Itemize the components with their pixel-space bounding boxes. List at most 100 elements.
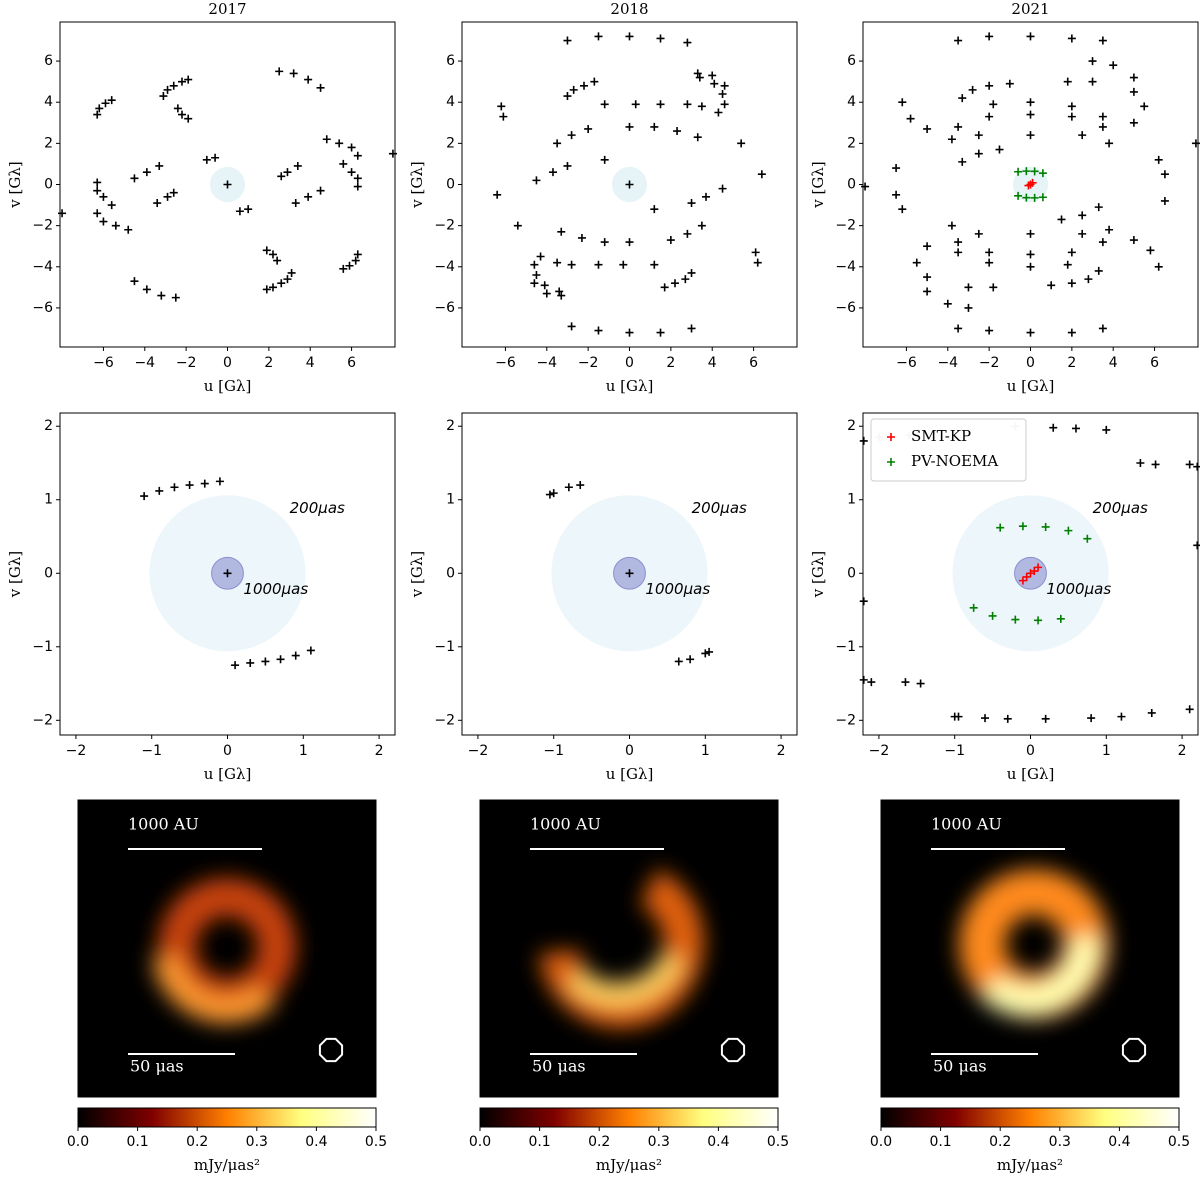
y-tick-label: 2 xyxy=(44,418,53,434)
uv-point xyxy=(1067,248,1076,257)
uv-point xyxy=(757,170,766,179)
uv-point xyxy=(1140,102,1149,111)
uv-point xyxy=(493,190,502,199)
uv-point xyxy=(892,164,901,173)
colorbar-tick-label: 0.1 xyxy=(929,1134,951,1150)
colorbar-tick-label: 0.2 xyxy=(588,1134,610,1150)
uv-point xyxy=(316,186,325,195)
scale-label: 1000 AU xyxy=(530,815,601,834)
uv-point xyxy=(545,490,554,499)
uv-point xyxy=(277,279,286,288)
uv-point xyxy=(1067,34,1076,43)
uv-point xyxy=(142,168,151,177)
uv-point xyxy=(683,38,692,47)
uv-point xyxy=(304,192,313,201)
y-axis-label: v [Gλ] xyxy=(408,161,426,208)
uv-point xyxy=(577,233,586,242)
uv-point xyxy=(898,98,907,107)
uv-point xyxy=(1038,169,1047,178)
uv-point xyxy=(625,32,634,41)
uv-point xyxy=(1067,112,1076,121)
uv-point xyxy=(1154,262,1163,271)
uv-point xyxy=(989,100,998,109)
uv-point xyxy=(262,285,271,294)
uv-point xyxy=(660,283,669,292)
uv-point xyxy=(107,201,116,210)
uv-point xyxy=(753,258,762,267)
uv-point xyxy=(1026,180,1035,189)
y-tick-label: 4 xyxy=(847,94,856,110)
uv-point xyxy=(58,209,67,218)
uv-point xyxy=(981,714,990,723)
x-tick-label: 0 xyxy=(223,743,232,759)
colorbar xyxy=(880,1107,1180,1128)
uv-point xyxy=(549,489,558,498)
uv-point xyxy=(347,143,356,152)
uv-point xyxy=(1067,328,1076,337)
uv-point xyxy=(1018,522,1027,531)
colorbar-tick-label: 0.0 xyxy=(870,1134,892,1150)
uv-point xyxy=(985,112,994,121)
uv-point xyxy=(631,100,640,109)
uv-point xyxy=(594,326,603,335)
uv-point xyxy=(215,477,224,486)
uv-point xyxy=(223,569,232,578)
uv-point xyxy=(99,192,108,201)
x-tick-label: 0 xyxy=(625,355,634,371)
colorbar-tick-label: 0.2 xyxy=(989,1134,1011,1150)
uv-point xyxy=(681,275,690,284)
uv-point xyxy=(859,597,868,606)
x-tick-label: 1 xyxy=(1102,743,1111,759)
y-tick-label: 1 xyxy=(44,492,53,508)
x-tick-label: 0 xyxy=(625,743,634,759)
uv-point xyxy=(1063,77,1072,86)
ring xyxy=(158,878,296,1016)
x-tick-label: 1 xyxy=(701,743,710,759)
uv-point xyxy=(1026,250,1035,259)
uv-point xyxy=(339,264,348,273)
uv-point xyxy=(1088,57,1097,66)
x-tick-label: −2 xyxy=(979,355,1000,371)
uv-point xyxy=(947,135,956,144)
uv-point xyxy=(93,110,102,119)
uv-point xyxy=(1083,534,1092,543)
chart-title: 2017 xyxy=(208,0,246,18)
uv-point xyxy=(532,271,541,280)
uv-point xyxy=(751,248,760,257)
uv-point xyxy=(701,649,710,658)
legend-marker xyxy=(887,433,895,441)
colorbar-tick-label: 0.4 xyxy=(707,1134,729,1150)
uv-point xyxy=(530,260,539,269)
uv-point xyxy=(306,646,315,655)
uv-point xyxy=(163,192,172,201)
uv-point xyxy=(536,252,545,261)
y-tick-label: −4 xyxy=(835,259,856,275)
uv-point xyxy=(1078,211,1087,220)
colorbar-label: mJy/μas² xyxy=(596,1156,662,1174)
uv-point xyxy=(93,186,102,195)
uv-point xyxy=(178,110,187,119)
y-tick-label: 2 xyxy=(446,135,455,151)
x-tick-label: −4 xyxy=(536,355,557,371)
uv-point xyxy=(553,258,562,267)
uv-point xyxy=(1191,139,1200,148)
uv-point xyxy=(1078,229,1087,238)
y-tick-label: −2 xyxy=(835,712,856,728)
uv-point xyxy=(322,135,331,144)
x-tick-label: −4 xyxy=(937,355,958,371)
y-tick-label: 4 xyxy=(446,94,455,110)
uv-point xyxy=(674,657,683,666)
uv-point xyxy=(1185,705,1194,714)
uv-point xyxy=(693,133,702,142)
ring-bright xyxy=(980,935,1101,1016)
uv-point xyxy=(1088,77,1097,86)
uv-point xyxy=(548,168,557,177)
uv-point xyxy=(124,225,133,234)
uv-point xyxy=(1067,102,1076,111)
uv-point xyxy=(1094,266,1103,275)
uv-point xyxy=(275,67,284,76)
chart-title: 2021 xyxy=(1011,0,1049,18)
uv-point xyxy=(867,678,876,687)
uv-point xyxy=(1026,110,1035,119)
annotation: 1000μas xyxy=(243,580,308,598)
